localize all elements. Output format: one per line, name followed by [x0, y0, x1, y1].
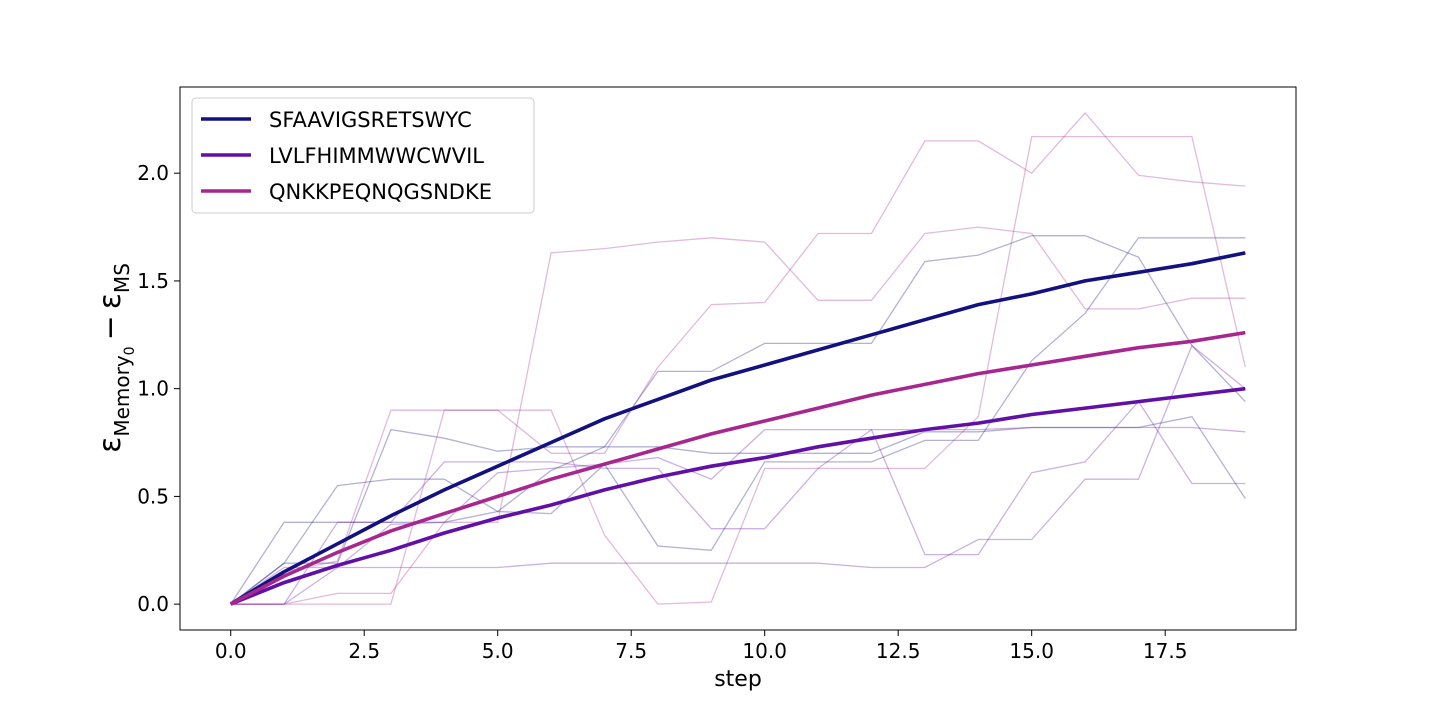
y-label-minus: − [93, 315, 128, 340]
x-tick-label-2: 5.0 [482, 639, 514, 663]
x-tick-label-3: 7.5 [615, 639, 647, 663]
run-line-s0-r1 [230, 235, 1246, 605]
x-tick-label-6: 15.0 [1009, 639, 1054, 663]
run-line-s2-r1 [230, 135, 1246, 605]
mean-line-s2 [229, 330, 1246, 606]
mean-lines [229, 251, 1246, 606]
run-line-s1-r1 [230, 344, 1246, 605]
run-line-s0-r2 [230, 415, 1246, 605]
y-axis: 0.0 0.5 1.0 1.5 2.0 [137, 161, 180, 616]
run-line-s1-r2 [230, 426, 1246, 605]
y-axis-label: εMemory0−εMS [93, 263, 138, 453]
y-label-epsilon: ε [93, 437, 128, 453]
legend-label-1: LVLFHIMMWWCWVIL [269, 144, 484, 168]
legend-box [191, 97, 535, 214]
y-label-sub-memory: Memory [110, 355, 134, 437]
plot-frame [179, 86, 1297, 631]
y-label-sub-ms: MS [110, 263, 134, 293]
svg-text:εMemory0−εMS: εMemory0−εMS [93, 263, 138, 453]
y-tick-label-4: 2.0 [137, 161, 169, 185]
legend-label-0: SFAAVIGSRETSWYC [269, 108, 472, 132]
x-tick-label-0: 0.0 [215, 639, 247, 663]
mean-line-s0 [229, 251, 1246, 606]
mean-line-s1 [230, 386, 1246, 606]
legend-label-2: QNKKPEQNQGSNDKE [269, 180, 492, 204]
x-tick-label-4: 10.0 [742, 639, 787, 663]
run-line-s0-r0 [230, 237, 1246, 605]
y-tick-label-1: 0.5 [137, 484, 169, 508]
y-tick-label-0: 0.0 [137, 592, 169, 616]
x-tick-label-5: 12.5 [876, 639, 921, 663]
y-label-epsilon-2: ε [93, 293, 128, 309]
x-tick-label-7: 17.5 [1143, 639, 1188, 663]
run-line-s2-r2 [230, 111, 1246, 605]
legend: SFAAVIGSRETSWYC LVLFHIMMWWCWVIL QNKKPEQNQG… [191, 97, 535, 214]
y-tick-label-3: 1.5 [137, 269, 169, 293]
y-tick-label-2: 1.0 [137, 377, 169, 401]
x-axis: 0.0 2.5 5.0 7.5 10.0 12.5 15.0 17.5 [215, 630, 1188, 663]
y-label-sub-zero: 0 [122, 346, 138, 355]
run-line-s2-r0 [230, 226, 1246, 605]
x-axis-label: step [714, 667, 762, 692]
x-tick-label-1: 2.5 [348, 639, 380, 663]
